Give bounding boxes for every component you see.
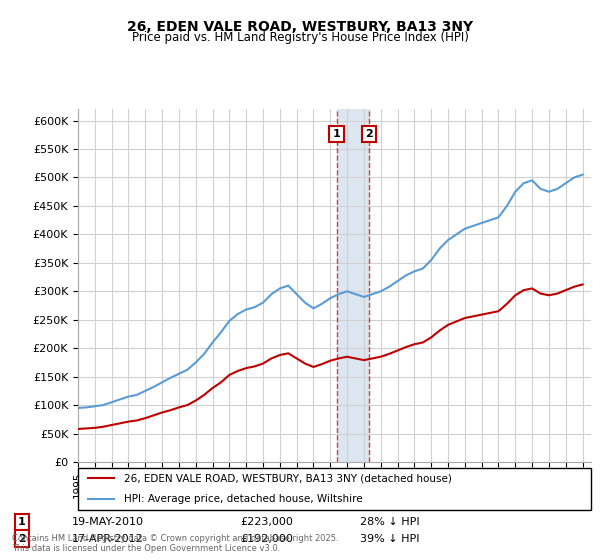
Text: 2: 2 — [18, 534, 26, 544]
Text: Contains HM Land Registry data © Crown copyright and database right 2025.
This d: Contains HM Land Registry data © Crown c… — [12, 534, 338, 553]
Text: HPI: Average price, detached house, Wiltshire: HPI: Average price, detached house, Wilt… — [124, 494, 363, 504]
Text: 28% ↓ HPI: 28% ↓ HPI — [360, 517, 419, 527]
Text: 26, EDEN VALE ROAD, WESTBURY, BA13 3NY: 26, EDEN VALE ROAD, WESTBURY, BA13 3NY — [127, 20, 473, 34]
Bar — [337, 109, 369, 462]
Text: 1: 1 — [18, 517, 26, 527]
Text: Price paid vs. HM Land Registry's House Price Index (HPI): Price paid vs. HM Land Registry's House … — [131, 31, 469, 44]
Text: £192,000: £192,000 — [240, 534, 293, 544]
Text: £223,000: £223,000 — [240, 517, 293, 527]
Text: 1: 1 — [333, 129, 341, 139]
FancyBboxPatch shape — [78, 468, 591, 510]
Text: 26, EDEN VALE ROAD, WESTBURY, BA13 3NY (detached house): 26, EDEN VALE ROAD, WESTBURY, BA13 3NY (… — [124, 473, 452, 483]
Text: 2: 2 — [365, 129, 373, 139]
Text: 17-APR-2012: 17-APR-2012 — [72, 534, 144, 544]
Text: 19-MAY-2010: 19-MAY-2010 — [72, 517, 144, 527]
Text: 39% ↓ HPI: 39% ↓ HPI — [360, 534, 419, 544]
